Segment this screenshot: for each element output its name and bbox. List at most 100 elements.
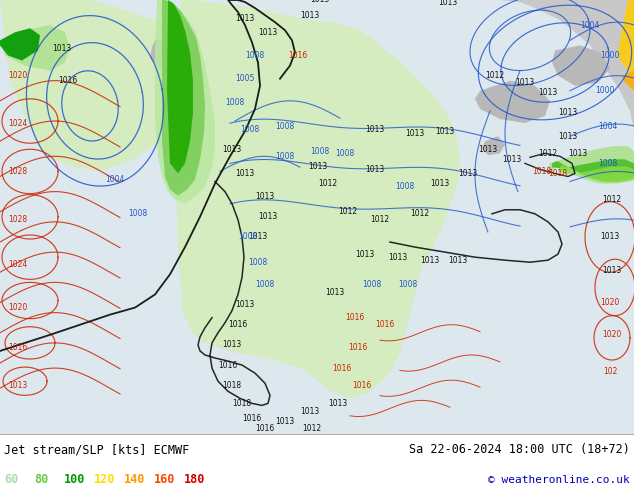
Text: 1008: 1008 <box>311 147 330 156</box>
Text: 1013: 1013 <box>301 407 320 416</box>
Text: 1008: 1008 <box>398 280 418 289</box>
Text: 1013: 1013 <box>235 300 255 309</box>
Polygon shape <box>0 25 70 71</box>
Polygon shape <box>155 0 215 204</box>
Text: 1008: 1008 <box>238 232 257 242</box>
Text: 1016: 1016 <box>348 343 368 352</box>
Text: 1016: 1016 <box>58 76 77 85</box>
Text: Jet stream/SLP [kts] ECMWF: Jet stream/SLP [kts] ECMWF <box>4 443 190 456</box>
Text: 1016: 1016 <box>353 381 372 390</box>
Text: 1013: 1013 <box>53 44 72 53</box>
Text: 1013: 1013 <box>259 28 278 37</box>
Text: 102: 102 <box>603 367 617 376</box>
Text: 1016: 1016 <box>288 51 307 60</box>
Text: 1020: 1020 <box>600 298 619 307</box>
Text: 100: 100 <box>64 473 86 487</box>
Text: 1005: 1005 <box>235 74 255 83</box>
Text: 1008: 1008 <box>128 209 148 219</box>
Polygon shape <box>482 136 505 155</box>
Text: 1016: 1016 <box>228 320 248 329</box>
Polygon shape <box>0 28 40 60</box>
Text: 1013: 1013 <box>365 124 385 134</box>
Text: 1016: 1016 <box>375 320 394 329</box>
Text: 180: 180 <box>184 473 205 487</box>
Text: 1016: 1016 <box>242 414 262 423</box>
Text: 1020: 1020 <box>602 330 621 339</box>
Text: 1013: 1013 <box>259 212 278 221</box>
Text: 1013: 1013 <box>325 288 345 297</box>
Polygon shape <box>552 46 610 86</box>
Text: 1013: 1013 <box>8 381 28 390</box>
Text: 80: 80 <box>34 473 48 487</box>
Text: 1013: 1013 <box>301 11 320 20</box>
Text: 1016: 1016 <box>256 424 275 433</box>
Text: 1008: 1008 <box>256 280 275 289</box>
Polygon shape <box>167 0 193 173</box>
Text: 1020: 1020 <box>8 303 28 312</box>
Text: 1013: 1013 <box>275 417 295 426</box>
Text: 1012: 1012 <box>370 215 389 224</box>
Text: 1013: 1013 <box>458 169 477 178</box>
Text: 1028: 1028 <box>8 167 27 176</box>
Text: 1004: 1004 <box>105 175 125 184</box>
Text: 1012: 1012 <box>410 209 430 219</box>
Text: 1013: 1013 <box>479 145 498 154</box>
Text: 60: 60 <box>4 473 18 487</box>
Text: 1013: 1013 <box>436 126 455 136</box>
Text: 1012: 1012 <box>538 149 557 158</box>
Text: 1028: 1028 <box>8 215 27 224</box>
Text: 1013: 1013 <box>328 399 347 408</box>
Text: 1013: 1013 <box>448 256 468 265</box>
Text: 1013: 1013 <box>568 149 588 158</box>
Polygon shape <box>175 0 460 398</box>
Polygon shape <box>150 35 200 75</box>
Text: 1013: 1013 <box>602 266 621 275</box>
Text: © weatheronline.co.uk: © weatheronline.co.uk <box>488 475 630 485</box>
Text: 1013: 1013 <box>420 256 439 265</box>
Text: 140: 140 <box>124 473 145 487</box>
Text: 1013: 1013 <box>538 88 558 98</box>
Text: 1008: 1008 <box>335 149 354 158</box>
Text: 1013: 1013 <box>365 165 385 174</box>
Text: 1013: 1013 <box>308 162 328 171</box>
Text: 1008: 1008 <box>249 258 268 267</box>
Text: 1008: 1008 <box>225 98 245 107</box>
Text: 1008: 1008 <box>598 159 618 168</box>
Text: 1013: 1013 <box>223 145 242 154</box>
Text: 1013: 1013 <box>235 169 255 178</box>
Text: 1013: 1013 <box>430 179 450 188</box>
Text: 1012: 1012 <box>602 195 621 204</box>
Text: 1013: 1013 <box>405 128 425 138</box>
Text: 1016: 1016 <box>218 361 238 369</box>
Text: 1018: 1018 <box>548 169 567 178</box>
Text: 1008: 1008 <box>275 152 295 161</box>
Polygon shape <box>460 0 634 131</box>
Text: 1013: 1013 <box>559 108 578 118</box>
Polygon shape <box>618 0 634 83</box>
Polygon shape <box>558 164 634 183</box>
Text: Sa 22-06-2024 18:00 UTC (18+72): Sa 22-06-2024 18:00 UTC (18+72) <box>409 443 630 456</box>
Text: 1018: 1018 <box>233 399 252 408</box>
Text: 1008: 1008 <box>396 182 415 191</box>
Text: 1018: 1018 <box>223 381 242 390</box>
Text: 1018: 1018 <box>533 167 552 176</box>
Text: 1013: 1013 <box>515 78 534 87</box>
Text: 1008: 1008 <box>240 124 260 134</box>
Text: 1012: 1012 <box>486 71 505 80</box>
Text: 1013: 1013 <box>559 132 578 141</box>
Text: 1013: 1013 <box>235 14 255 23</box>
Text: 1012: 1012 <box>339 207 358 216</box>
Text: 1016: 1016 <box>346 313 365 322</box>
Polygon shape <box>475 81 550 123</box>
Text: 1008: 1008 <box>363 280 382 289</box>
Text: 1004: 1004 <box>598 122 618 130</box>
Polygon shape <box>552 159 634 181</box>
Text: 1012: 1012 <box>302 424 321 433</box>
Text: 1000: 1000 <box>600 51 619 60</box>
Text: 1013: 1013 <box>438 0 458 6</box>
Text: 1013: 1013 <box>356 249 375 259</box>
Text: 1013: 1013 <box>256 192 275 201</box>
Text: 1013: 1013 <box>600 232 619 242</box>
Polygon shape <box>162 0 205 196</box>
Text: 1004: 1004 <box>580 21 600 30</box>
